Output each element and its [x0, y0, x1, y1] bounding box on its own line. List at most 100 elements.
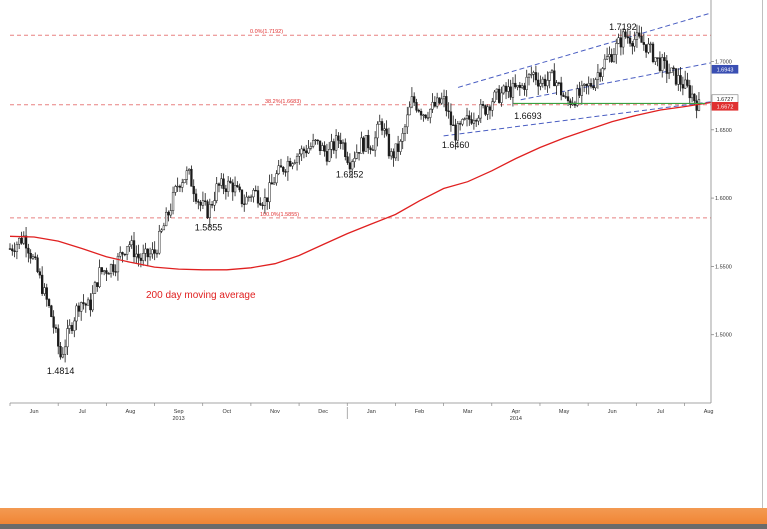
- candle-body: [603, 58, 606, 69]
- candle-body: [516, 84, 519, 88]
- candle-body: [107, 273, 110, 275]
- candle-body: [527, 74, 531, 78]
- candle-body: [582, 83, 586, 86]
- x-tick-label: Jul: [79, 409, 86, 415]
- candle-body: [80, 302, 83, 312]
- candle-body: [493, 91, 496, 103]
- candle-body: [688, 85, 691, 99]
- y-tick-label: 1.5000: [715, 333, 732, 339]
- price-annotation: 1.7192: [609, 22, 637, 32]
- candle-body: [394, 143, 397, 159]
- price-annotation: 1.4814: [47, 366, 75, 376]
- candle-body: [236, 185, 239, 188]
- candle-body: [520, 85, 524, 88]
- candle-body: [174, 186, 177, 193]
- candle-body: [463, 118, 466, 120]
- x-tick-label: Sep: [174, 409, 184, 415]
- candle-body: [569, 100, 572, 105]
- price-tag: [711, 101, 739, 111]
- candle-body: [530, 74, 533, 76]
- candle-body: [587, 83, 590, 87]
- candle-body: [275, 173, 278, 184]
- candle-body: [279, 165, 283, 168]
- candle-body: [594, 79, 597, 89]
- candle-body: [557, 82, 561, 84]
- candle-body: [68, 325, 71, 329]
- candle-body: [311, 140, 315, 147]
- candle-body: [383, 128, 386, 131]
- candle-body: [31, 256, 35, 259]
- candle-body: [649, 43, 652, 46]
- candle-body: [500, 92, 503, 103]
- candle-body: [224, 188, 228, 192]
- candle-body: [387, 133, 391, 157]
- candle-body: [15, 243, 19, 252]
- candle-body: [158, 231, 161, 254]
- candle-body: [401, 133, 404, 142]
- candle-body: [93, 282, 97, 294]
- candle-body: [302, 148, 306, 152]
- candle-body: [103, 270, 106, 273]
- x-tick-label: Jun: [30, 409, 39, 415]
- candle-body: [546, 80, 549, 87]
- candle-body: [665, 60, 668, 74]
- candle-body: [176, 185, 179, 188]
- candle-body: [105, 270, 108, 274]
- candle-body: [488, 106, 492, 111]
- x-tick-label: Aug: [704, 409, 714, 415]
- candle-body: [45, 287, 48, 300]
- candle-body: [548, 71, 551, 81]
- candle-body: [167, 211, 170, 216]
- candle-body: [144, 248, 147, 254]
- candle-body: [667, 72, 671, 74]
- candle-body: [130, 240, 133, 246]
- candle-body: [142, 253, 145, 261]
- candle-body: [213, 200, 216, 206]
- x-tick-label: Feb: [415, 409, 424, 415]
- candle-body: [454, 124, 457, 141]
- candle-body: [84, 303, 87, 306]
- frame-edge: [762, 0, 763, 508]
- candle-body: [406, 114, 409, 128]
- candle-body: [63, 346, 67, 355]
- candle-body: [254, 189, 257, 192]
- candle-body: [148, 253, 152, 258]
- candle-body: [204, 200, 207, 202]
- candle-body: [585, 83, 588, 87]
- candle-body: [458, 123, 462, 125]
- candle-body: [286, 160, 290, 173]
- candle-body: [364, 135, 368, 152]
- candle-body: [537, 79, 540, 87]
- candle-body: [596, 72, 600, 80]
- candle-body: [599, 72, 602, 77]
- y-tick-label: 1.6000: [715, 196, 732, 202]
- price-tag: [711, 64, 739, 74]
- channel-line-lower: [443, 101, 712, 137]
- candle-body: [626, 36, 629, 39]
- candle-body: [413, 96, 416, 103]
- fib-label: 100.0%(1.5855): [260, 212, 299, 218]
- candle-body: [243, 203, 246, 205]
- footer-bottom-strip: [0, 524, 767, 529]
- candle-body: [654, 57, 657, 62]
- candle-body: [661, 57, 664, 71]
- candle-body: [369, 147, 372, 150]
- candle-body: [475, 120, 478, 122]
- candle-body: [325, 151, 329, 162]
- candle-body: [300, 148, 303, 155]
- x-tick-label: Nov: [270, 409, 280, 415]
- candle-body: [8, 248, 12, 250]
- y-tick-label: 1.7000: [715, 59, 732, 65]
- candle-body: [615, 43, 618, 55]
- candle-body: [491, 101, 494, 111]
- candle-body: [415, 102, 418, 111]
- price-candles: [8, 24, 701, 363]
- candle-body: [309, 146, 312, 149]
- candle-body: [468, 115, 471, 120]
- candle-body: [215, 183, 218, 201]
- candle-body: [431, 101, 434, 110]
- channel-line-middle: [520, 62, 712, 101]
- candle-body: [589, 83, 593, 87]
- candle-body: [684, 79, 687, 89]
- candle-body: [601, 68, 604, 77]
